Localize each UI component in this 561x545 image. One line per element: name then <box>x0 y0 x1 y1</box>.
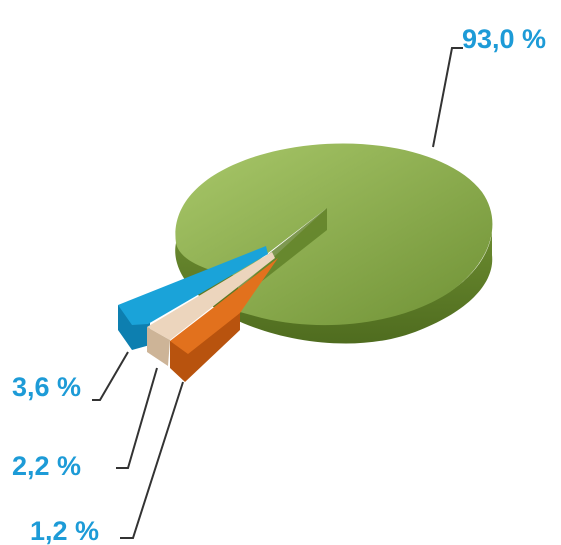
leader-93-0 <box>432 47 463 148</box>
slice-2-2 <box>147 252 275 366</box>
slice-1-2-side <box>170 312 240 382</box>
leader-lines <box>92 47 463 539</box>
slice-3-6 <box>118 246 268 350</box>
leader-3-6 <box>92 351 129 401</box>
leader-1-2 <box>120 381 184 539</box>
label-2-2: 2,2 % <box>12 451 81 481</box>
leader-2-2 <box>116 367 158 469</box>
label-3-6: 3,6 % <box>12 372 81 402</box>
slice-3-6-top <box>118 246 268 325</box>
label-93-0: 93,0 % <box>462 24 546 54</box>
slice-1-2-top <box>170 258 278 354</box>
slice-1-2 <box>170 258 278 382</box>
label-1-2: 1,2 % <box>30 516 99 545</box>
slice-2-2-top <box>147 252 275 340</box>
